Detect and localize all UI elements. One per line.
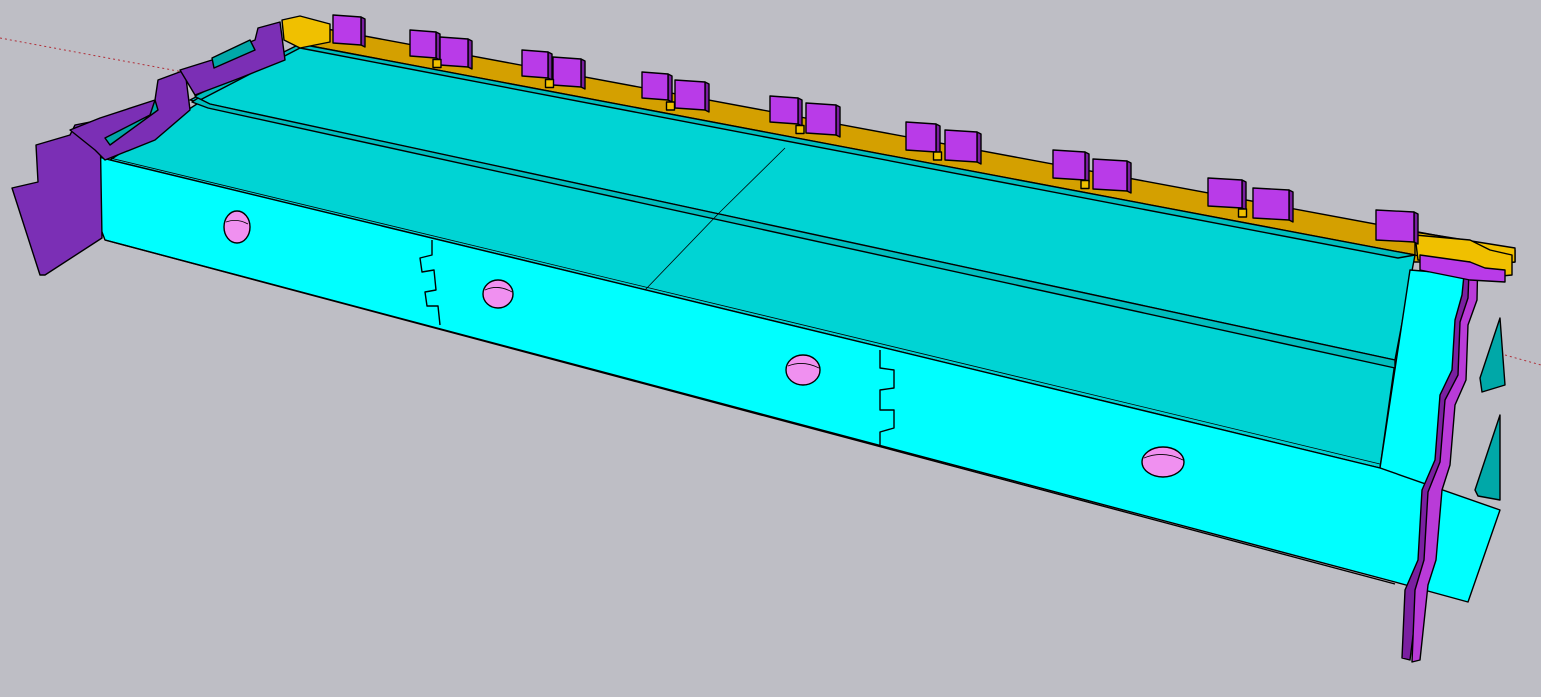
finger-joint-1 [419,240,441,326]
tab-peg [795,124,805,135]
front-hole-2 [482,279,514,309]
left-corner-block [281,15,331,49]
back-tab [409,29,441,61]
back-tab [1092,158,1132,194]
right-end-face [1411,244,1479,663]
divider-rail-2 [191,97,1396,369]
front-hole-4 [1141,446,1185,478]
back-tab [552,56,586,90]
red-axis-right [1504,354,1541,366]
finger-joint-2 [879,350,895,445]
back-tab [1252,187,1294,223]
back-tab [332,14,366,48]
tab-peg [1080,179,1090,190]
left-end-recess-2 [211,39,256,69]
back-tab [674,79,710,113]
left-end-step-1 [69,69,191,161]
back-tab [769,95,803,127]
front-panel-top-edge [109,157,1381,465]
front-hole-3 [785,354,821,386]
tab-pegs [432,58,1248,218]
tab-peg [432,58,442,69]
tab-peg [1237,208,1248,218]
right-inner-wall [1479,317,1506,393]
back-tab [805,102,841,138]
back-tab [521,49,553,81]
back-tab [641,71,673,103]
right-corner-tabs [1419,254,1506,283]
back-tab [1207,177,1247,211]
front-panel-bottom-edge [104,239,1396,585]
tab-peg [544,78,555,89]
left-end-recess-1 [104,99,159,146]
back-tab [439,36,473,70]
tab-peg [665,101,676,111]
floor-seam-2 [644,211,721,291]
back-tab [1052,149,1090,183]
back-tab [944,129,982,165]
front-hole-1 [223,210,251,244]
right-inner-wall-lower [1474,414,1501,501]
floor-seam-1 [719,147,786,213]
back-tab [1375,209,1419,245]
back-tabs [332,14,1419,245]
back-tab [905,121,941,155]
tab-peg [932,151,943,161]
